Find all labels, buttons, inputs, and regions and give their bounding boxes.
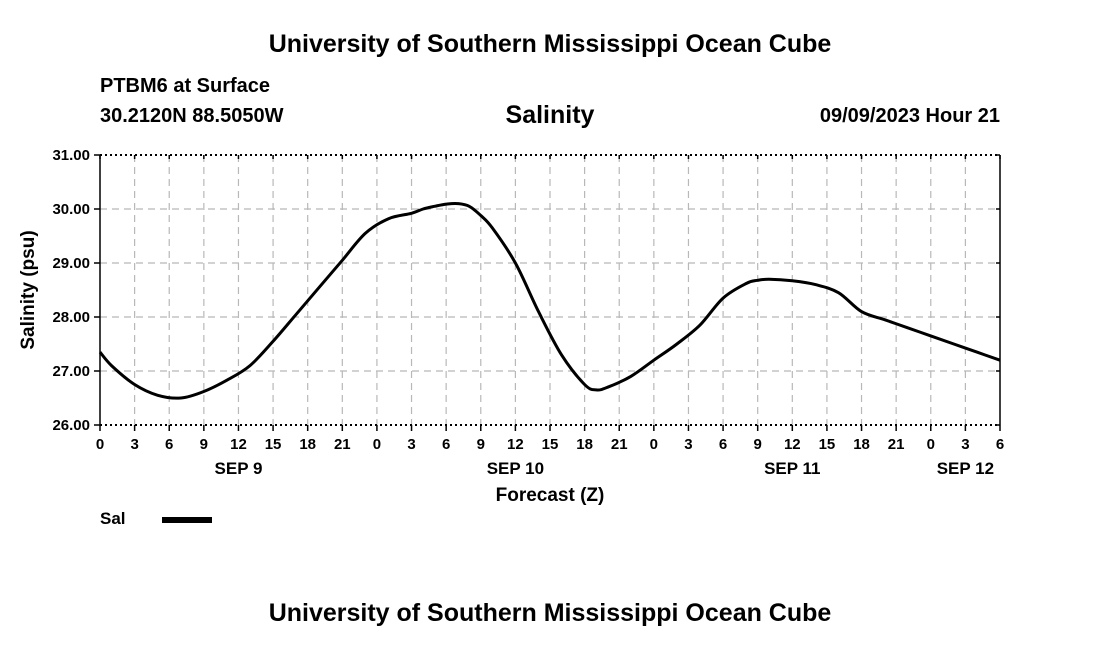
legend-label: Sal: [100, 509, 126, 528]
x-tick-label: 9: [200, 436, 208, 453]
x-tick-label: 12: [507, 436, 524, 453]
x-tick-label: 9: [477, 436, 485, 453]
x-tick-label: 6: [165, 436, 173, 453]
forecast-datetime: 09/09/2023 Hour 21: [819, 105, 1000, 127]
x-tick-label: 12: [784, 436, 801, 453]
tick-labels: 0 3 6 9 12 15 18 21 0 3 6 9 12 15 18 21 0 3 6 9 12 15 18 21 0 3 6 2…: [18, 147, 1004, 506]
x-tick-label: 21: [611, 436, 628, 453]
y-tick-label: 28.00: [52, 309, 90, 326]
axes: [94, 154, 1001, 431]
x-tick-label: 18: [299, 436, 316, 453]
x-tick-label: 3: [961, 436, 969, 453]
x-tick-label: 6: [996, 436, 1004, 453]
x-date-label: SEP 10: [487, 459, 544, 478]
x-tick-label: 6: [719, 436, 727, 453]
x-tick-label: 3: [407, 436, 415, 453]
x-tick-label: 15: [819, 436, 836, 453]
x-axis-label: Forecast (Z): [496, 485, 605, 506]
grid: [100, 155, 1000, 425]
x-tick-label: 6: [442, 436, 450, 453]
x-tick-label: 21: [334, 436, 351, 453]
y-axis-label: Salinity (psu): [18, 230, 39, 349]
x-tick-label: 3: [130, 436, 138, 453]
x-date-label: SEP 11: [764, 459, 820, 478]
x-tick-label: 21: [888, 436, 905, 453]
footer-title: University of Southern Mississippi Ocean…: [268, 599, 832, 627]
x-tick-label: 18: [576, 436, 593, 453]
x-date-label: SEP 12: [937, 459, 994, 478]
x-date-label: SEP 9: [215, 459, 263, 478]
y-tick-label: 30.00: [52, 201, 90, 218]
y-tick-label: 26.00: [52, 417, 90, 434]
y-tick-label: 31.00: [52, 147, 90, 164]
x-tick-label: 9: [754, 436, 762, 453]
x-tick-label: 3: [684, 436, 692, 453]
x-tick-label: 0: [927, 436, 935, 453]
page-title: University of Southern Mississippi Ocean…: [268, 30, 832, 58]
legend-line-swatch: [162, 517, 212, 523]
series: [98, 201, 1001, 400]
chart-title: Salinity: [505, 101, 595, 129]
x-tick-label: 12: [230, 436, 247, 453]
station-name: PTBM6 at Surface: [100, 75, 271, 97]
x-tick-label: 0: [650, 436, 658, 453]
x-tick-label: 0: [96, 436, 104, 453]
x-tick-label: 15: [265, 436, 282, 453]
station-coordinates: 30.2120N 88.5050W: [100, 105, 284, 127]
x-tick-label: 18: [853, 436, 870, 453]
series-line-salinity: [98, 201, 1001, 400]
x-tick-label: 0: [373, 436, 381, 453]
y-tick-label: 27.00: [52, 363, 90, 380]
y-tick-label: 29.00: [52, 255, 90, 272]
x-tick-label: 15: [542, 436, 559, 453]
